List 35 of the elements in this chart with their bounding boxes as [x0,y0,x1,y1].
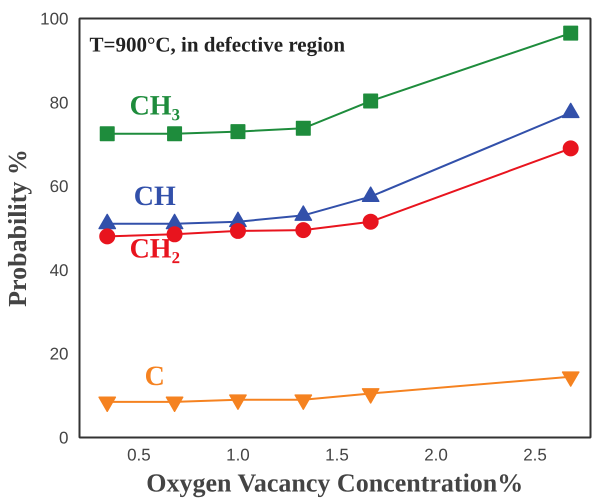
point [230,124,246,140]
point [296,120,311,136]
point [230,222,246,239]
point [562,140,579,156]
series-label: C [144,360,165,392]
point [363,94,378,109]
x-tick-label: 0.5 [127,446,151,464]
x-tick-label: 1.0 [226,446,250,464]
point [166,396,184,412]
x-tick-label: 1.5 [325,446,349,464]
series-label: CH₂ [130,233,180,264]
y-tick-label: 100 [40,10,69,28]
point [167,126,182,142]
y-tick-label: 40 [50,260,69,280]
point [98,396,116,412]
x-axis-title: Oxygen Vacancy Concentration% [146,468,524,498]
y-tick-label: 80 [50,93,69,112]
y-tick-label: 60 [50,177,69,196]
point [99,228,116,244]
point [228,394,247,410]
point [295,222,312,238]
point [562,371,580,388]
annotation: T=900°C, in defective region [90,32,346,56]
point [362,214,379,230]
point [563,26,578,41]
point [294,394,312,410]
y-tick-label: 0 [59,428,69,448]
x-tick-label: 2.5 [523,446,547,464]
point [100,126,115,142]
y-tick-label: 20 [50,344,69,364]
series-label: CH [134,180,176,212]
y-axis-title: Probability % [3,149,32,307]
x-tick-label: 2.0 [424,446,448,464]
point [362,388,380,404]
series-label: CH₃ [130,90,180,122]
